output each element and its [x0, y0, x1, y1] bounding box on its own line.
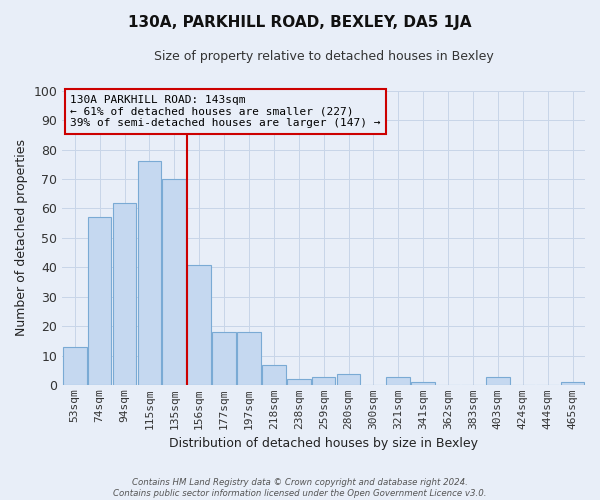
Bar	[237, 332, 261, 386]
Bar	[88, 218, 112, 386]
Title: Size of property relative to detached houses in Bexley: Size of property relative to detached ho…	[154, 50, 494, 63]
Bar	[486, 376, 510, 386]
Bar	[212, 332, 236, 386]
Text: Contains HM Land Registry data © Crown copyright and database right 2024.
Contai: Contains HM Land Registry data © Crown c…	[113, 478, 487, 498]
Text: 130A, PARKHILL ROAD, BEXLEY, DA5 1JA: 130A, PARKHILL ROAD, BEXLEY, DA5 1JA	[128, 15, 472, 30]
Bar	[287, 380, 311, 386]
Bar	[337, 374, 361, 386]
Bar	[187, 264, 211, 386]
Bar	[163, 179, 186, 386]
Bar	[412, 382, 435, 386]
X-axis label: Distribution of detached houses by size in Bexley: Distribution of detached houses by size …	[169, 437, 478, 450]
Bar	[137, 162, 161, 386]
Bar	[113, 202, 136, 386]
Y-axis label: Number of detached properties: Number of detached properties	[15, 140, 28, 336]
Bar	[63, 347, 86, 386]
Bar	[561, 382, 584, 386]
Bar	[386, 376, 410, 386]
Bar	[262, 365, 286, 386]
Bar	[312, 376, 335, 386]
Text: 130A PARKHILL ROAD: 143sqm
← 61% of detached houses are smaller (227)
39% of sem: 130A PARKHILL ROAD: 143sqm ← 61% of deta…	[70, 95, 380, 128]
